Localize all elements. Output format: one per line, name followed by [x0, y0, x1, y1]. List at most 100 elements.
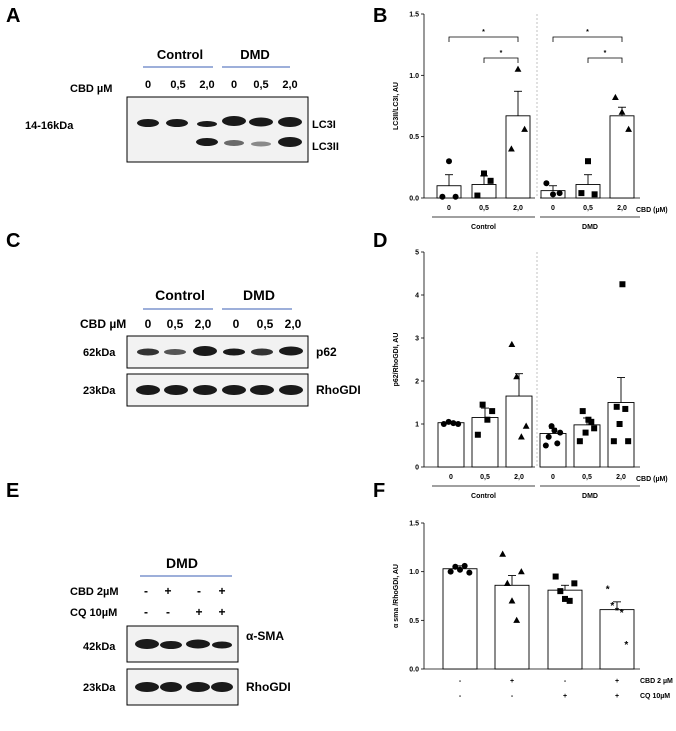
data-point — [513, 373, 521, 380]
group-label: DMD — [582, 224, 598, 231]
blot-a-treatment-label: CBD µM — [70, 83, 112, 95]
blot-a-bands-lc3ii — [196, 137, 302, 147]
blot-a-lane-6: 2,0 — [282, 79, 297, 91]
data-point — [591, 425, 598, 432]
data-point — [439, 193, 446, 200]
data-point — [487, 177, 494, 184]
bar — [471, 417, 499, 468]
blot-c: Control DMD CBD µM 0 0,5 2,0 0 0,5 2,0 6… — [80, 287, 361, 407]
blot-a: Control DMD CBD µM 0 0,5 2,0 0 0,5 2,0 1… — [25, 47, 339, 163]
group-label: Control — [471, 224, 496, 231]
data-point — [450, 420, 457, 427]
blot-e-bands-sma — [135, 639, 232, 649]
x-unit-label: CBD (µM) — [636, 207, 668, 214]
data-point — [550, 191, 556, 198]
chart-b: 0.0 0.5 1.0 1.5 LC3II/LC3I, AU * * * * 0 0,5 2,0 0 0,… — [393, 12, 668, 232]
panel-letter-f: F — [373, 480, 385, 502]
blot-e-cbd-sign-1: - — [144, 584, 148, 598]
condition-sign: + — [615, 693, 619, 700]
data-point — [616, 421, 623, 427]
y-axis-label: α sma /RhoGDI, AU — [393, 564, 400, 628]
data-point — [585, 158, 591, 165]
significance-bracket — [448, 36, 519, 42]
blot-c-treatment-label: CBD µM — [80, 317, 126, 331]
data-point: * — [624, 640, 628, 651]
x-unit-label: CBD (µM) — [636, 476, 668, 483]
blot-e-cq-sign-3: + — [195, 605, 202, 619]
y-tick-label: 0.0 — [409, 196, 419, 203]
data-point — [579, 408, 586, 415]
data-point — [455, 421, 462, 427]
data-point — [548, 423, 555, 430]
blot-c-protein-rhogdi: RhoGDI — [316, 383, 361, 397]
blot-e-row-label-cbd: CBD 2µM — [70, 586, 119, 598]
y-tick-label: 1.0 — [409, 569, 419, 576]
blot-c-bands-rhogdi — [136, 385, 303, 395]
bar — [437, 422, 465, 468]
data-point — [613, 403, 620, 410]
blot-a-band-lc3i: LC3I — [312, 119, 336, 131]
group-label: DMD — [582, 493, 598, 500]
blot-c-lane-5: 0,5 — [257, 317, 274, 331]
x-tick-label: 0 — [551, 474, 555, 481]
blot-e-bands-rhogdi — [135, 682, 233, 692]
blot-c-lane-4: 0 — [233, 317, 240, 331]
x-tick-label: 0 — [447, 205, 451, 212]
blot-e-mw-sma: 42kDa — [83, 641, 116, 653]
condition-label: CQ 10µM — [640, 693, 670, 700]
data-point — [499, 550, 507, 557]
y-tick-label: 1.5 — [409, 521, 419, 528]
data-point — [554, 440, 561, 447]
condition-sign: - — [511, 693, 514, 700]
blot-e-cbd-sign-4: + — [218, 584, 225, 598]
data-point — [466, 569, 473, 576]
data-point — [619, 281, 626, 288]
group-label: Control — [471, 493, 496, 500]
panel-letter-d: D — [373, 230, 387, 252]
y-tick-label: 0.5 — [409, 134, 419, 141]
bar — [609, 115, 635, 199]
panel-letter-a: A — [6, 5, 20, 27]
blot-e: DMD CBD 2µM - + - + CQ 10µM - - + + 42kD… — [70, 555, 291, 706]
condition-sign: - — [459, 693, 462, 700]
data-point — [591, 191, 598, 198]
y-tick-label: 0.0 — [409, 667, 419, 674]
data-point: * — [615, 606, 619, 617]
data-point — [578, 190, 585, 197]
data-point — [489, 408, 496, 415]
y-tick-label: 1.5 — [409, 12, 419, 19]
y-tick-label: 0 — [415, 465, 419, 472]
blot-a-bands-lc3i — [137, 116, 302, 127]
significance-star: * — [586, 29, 589, 36]
panel-letter-c: C — [6, 230, 20, 252]
data-point — [551, 427, 558, 434]
data-point — [618, 108, 626, 115]
blot-e-protein-sma: α-SMA — [246, 629, 284, 643]
data-point — [562, 595, 568, 602]
data-point — [612, 93, 619, 101]
x-tick-label: 2,0 — [514, 474, 524, 481]
condition-sign: + — [563, 693, 567, 700]
x-tick-label: 2,0 — [513, 205, 523, 212]
data-point — [576, 438, 583, 445]
data-point — [474, 431, 481, 438]
y-tick-label: 0.5 — [409, 618, 419, 625]
data-point — [508, 340, 516, 348]
x-tick-label: 2,0 — [616, 474, 626, 481]
data-point — [474, 192, 481, 199]
x-tick-label: 0 — [449, 474, 453, 481]
condition-sign: - — [459, 678, 462, 685]
blot-c-lane-2: 0,5 — [167, 317, 184, 331]
data-point — [446, 158, 452, 165]
blot-a-membrane — [126, 96, 309, 163]
condition-sign: + — [510, 678, 514, 685]
data-point — [571, 580, 578, 587]
significance-star: * — [604, 50, 607, 57]
data-point — [610, 438, 617, 445]
data-point: * — [620, 608, 624, 619]
y-tick-label: 1.0 — [409, 73, 419, 80]
blot-a-lane-3: 2,0 — [199, 79, 214, 91]
data-point — [543, 180, 550, 187]
blot-c-protein-p62: p62 — [316, 345, 337, 359]
